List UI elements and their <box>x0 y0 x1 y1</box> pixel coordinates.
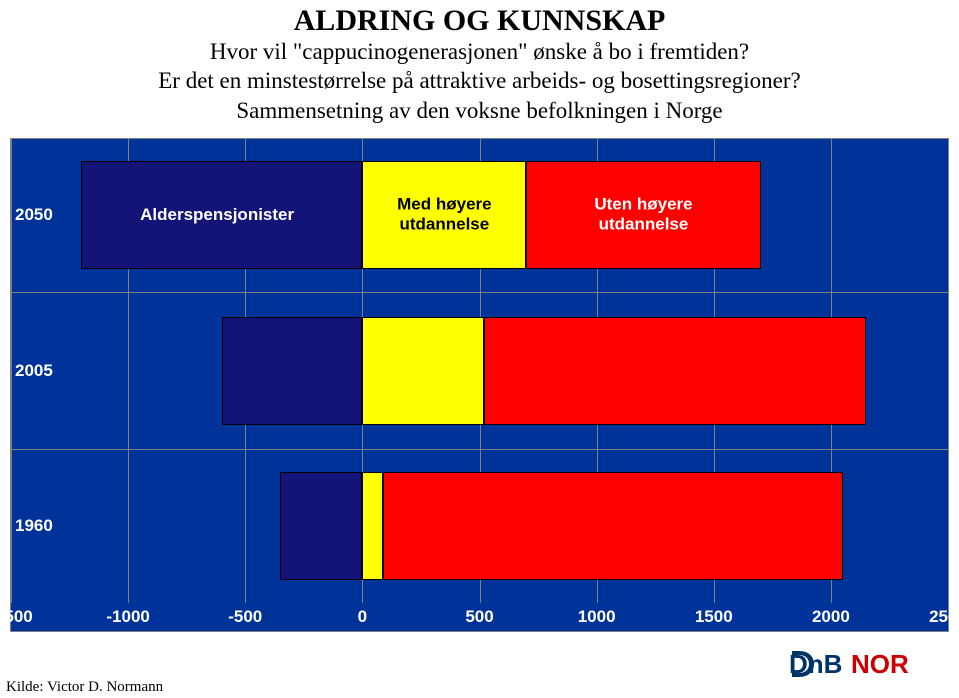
bar-segment-higher_edu <box>362 317 484 425</box>
svg-text:NOR: NOR <box>851 649 909 679</box>
x-tick-label: 2000 <box>812 607 850 627</box>
x-axis: -1500-1000-50005001000150020002500 <box>11 603 948 631</box>
source-citation: Kilde: Victor D. Normann <box>6 679 163 696</box>
x-tick-label: 1000 <box>578 607 616 627</box>
x-tick-label: -1500 <box>0 607 33 627</box>
logo-svg: DnB NOR <box>789 649 929 679</box>
subtitle-line-1: Hvor vil "cappucinogenerasjonen" ønske å… <box>30 38 929 67</box>
svg-text:DnB: DnB <box>789 649 842 679</box>
x-tick-label: 0 <box>358 607 367 627</box>
bar-segment-higher_edu <box>362 472 383 580</box>
bar-segment-no_higher_edu <box>383 472 842 580</box>
series-label-no_higher_edu: Uten høyereutdannelse <box>594 195 692 236</box>
x-tick-label: 1500 <box>695 607 733 627</box>
row-separator <box>11 292 948 293</box>
x-tick-label: -1000 <box>106 607 149 627</box>
x-tick-label: 500 <box>465 607 493 627</box>
bar-segment-pensioners <box>222 317 363 425</box>
header: ALDRING OG KUNNSKAP Hvor vil "cappucinog… <box>0 0 959 130</box>
chart-caption: Sammensetning av den voksne befolkningen… <box>30 98 929 124</box>
x-tick-label: 2500 <box>929 607 959 627</box>
chart-container: 205020051960AlderspensjonisterMed høyere… <box>10 138 949 632</box>
row-separator <box>11 449 948 450</box>
x-tick-label: -500 <box>228 607 262 627</box>
grid-line <box>948 139 949 603</box>
bar-segment-pensioners <box>280 472 362 580</box>
bar-segment-no_higher_edu <box>484 317 866 425</box>
chart-plot-area: 205020051960AlderspensjonisterMed høyere… <box>11 139 948 603</box>
series-label-higher_edu: Med høyereutdannelse <box>397 195 491 236</box>
dnbnor-logo: DnB NOR <box>789 649 929 684</box>
row-label-2005: 2005 <box>11 361 99 381</box>
main-title: ALDRING OG KUNNSKAP <box>30 4 929 38</box>
row-label-1960: 1960 <box>11 516 99 536</box>
subtitle-line-2: Er det en minstestørrelse på attraktive … <box>30 67 929 96</box>
series-label-pensioners: Alderspensjonister <box>140 205 294 225</box>
